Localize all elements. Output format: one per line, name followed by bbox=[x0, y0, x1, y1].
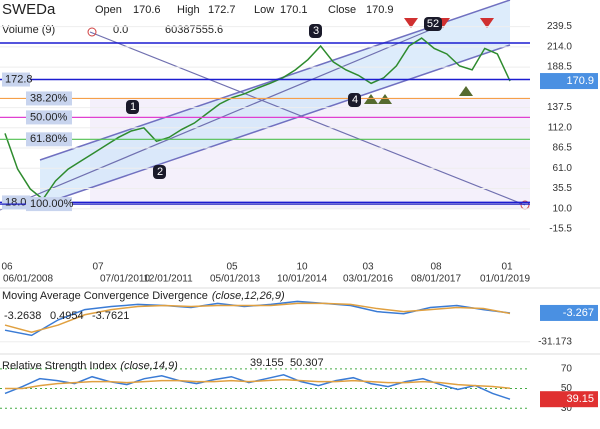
level-tag bbox=[2, 195, 30, 210]
readout: 0.4954 bbox=[50, 310, 84, 322]
x-tick-label: 05/01/2013 bbox=[210, 274, 260, 285]
value: 170.6 bbox=[133, 4, 161, 16]
label: High bbox=[177, 4, 200, 16]
y-tick-label: 35.5 bbox=[553, 183, 573, 194]
fib-label: 61.80% bbox=[30, 133, 68, 145]
anchor bbox=[87, 27, 97, 37]
y-tick-label: 112.0 bbox=[548, 122, 573, 133]
series-line bbox=[4, 37, 511, 201]
fib-tag bbox=[26, 197, 72, 212]
readout: 39.155 bbox=[250, 357, 284, 369]
marker-label: 3 bbox=[313, 25, 319, 37]
ticker: SWEDa bbox=[2, 1, 56, 18]
fib-label: 38.20% bbox=[30, 92, 68, 104]
x-tick-label: 06/01/2008 bbox=[3, 274, 53, 285]
fib-label: 100.00% bbox=[30, 198, 74, 210]
readout: -3.7621 bbox=[92, 310, 129, 322]
marker-label: 52 bbox=[427, 18, 439, 30]
price-badge bbox=[540, 304, 598, 321]
y-tick-label: 61.0 bbox=[553, 163, 573, 174]
y-tick-label: 214.0 bbox=[547, 41, 572, 52]
readout: 50.307 bbox=[290, 357, 324, 369]
y-tick-label: 50 bbox=[561, 383, 573, 394]
x-tick-label: 10/01/2014 bbox=[277, 274, 327, 285]
y-tick-label: 239.5 bbox=[547, 21, 572, 32]
x-tick-label: 03 bbox=[362, 262, 374, 273]
diagonal-line bbox=[0, 29, 431, 211]
price-badge-label: -3.267 bbox=[563, 307, 594, 319]
price-badge-label: 170.9 bbox=[566, 75, 594, 87]
volume-min: 0.0 bbox=[113, 24, 128, 36]
series-line bbox=[4, 302, 511, 334]
marker-box bbox=[424, 17, 442, 31]
label: Close bbox=[328, 4, 356, 16]
price-badge bbox=[540, 391, 598, 408]
x-tick-label: 12/01/2011 bbox=[143, 274, 193, 285]
price-badge bbox=[540, 73, 598, 90]
fib-tag bbox=[26, 132, 72, 147]
y-tick-label: 70 bbox=[561, 363, 573, 374]
y-tick-label: 86.5 bbox=[553, 143, 573, 154]
marker-box bbox=[126, 100, 139, 114]
sell-arrow bbox=[404, 18, 418, 28]
marker-box bbox=[348, 93, 361, 107]
level-tag bbox=[2, 72, 30, 87]
value: 170.1 bbox=[280, 4, 308, 16]
marker-box bbox=[309, 24, 322, 38]
panel-params: (close,12,26,9) bbox=[212, 290, 285, 302]
price-badge-label: 39.15 bbox=[566, 393, 594, 405]
fib-label: 50.00% bbox=[30, 111, 68, 123]
label: Low bbox=[254, 4, 274, 16]
value: 172.7 bbox=[208, 4, 236, 16]
readout: -3.2638 bbox=[4, 310, 41, 322]
sell-arrow bbox=[480, 18, 494, 28]
x-tick-label: 01/01/2019 bbox=[480, 274, 530, 285]
diagonal-line bbox=[89, 31, 526, 206]
level-label: 18.0 bbox=[5, 196, 26, 208]
y-tick-label: 137.5 bbox=[547, 102, 572, 113]
x-tick-label: 01 bbox=[501, 262, 513, 273]
marker-label: 4 bbox=[352, 94, 358, 106]
y-tick-label: 188.5 bbox=[547, 62, 572, 73]
x-tick-label: 08 bbox=[430, 262, 442, 273]
x-tick-label: 05 bbox=[226, 262, 238, 273]
channel-line bbox=[39, 44, 511, 206]
y-tick-label: -31.173 bbox=[538, 336, 572, 347]
y-tick-label: 10.0 bbox=[553, 203, 573, 214]
marker-label: 2 bbox=[157, 166, 163, 178]
value: 170.9 bbox=[366, 4, 394, 16]
label: Open bbox=[95, 4, 122, 16]
fib-tag bbox=[26, 91, 72, 106]
fib-tag bbox=[26, 110, 72, 125]
x-tick-label: 07/01/2010 bbox=[100, 274, 150, 285]
panel-title: Moving Average Convergence Divergence bbox=[2, 290, 208, 302]
panel-params: (close,14,9) bbox=[120, 360, 178, 372]
panel-title: Relative Strength Index bbox=[2, 360, 117, 372]
y-tick-label: -15.5 bbox=[549, 224, 572, 235]
marker-label: 1 bbox=[130, 101, 136, 113]
y-tick-label: 30 bbox=[561, 403, 573, 414]
series-line bbox=[5, 378, 511, 390]
marker-box bbox=[153, 165, 166, 179]
level-label: 172.8 bbox=[5, 73, 33, 85]
x-tick-label: 07 bbox=[92, 262, 104, 273]
channel bbox=[40, 0, 510, 205]
x-tick-label: 06 bbox=[1, 262, 13, 273]
x-tick-label: 10 bbox=[296, 262, 308, 273]
x-tick-label: 03/01/2016 bbox=[343, 274, 393, 285]
buy-arrow bbox=[459, 86, 473, 96]
volume-max: 60387555.6 bbox=[165, 24, 223, 36]
volume-label: Volume (9) bbox=[2, 24, 55, 36]
x-tick-label: 08/01/2017 bbox=[411, 274, 461, 285]
